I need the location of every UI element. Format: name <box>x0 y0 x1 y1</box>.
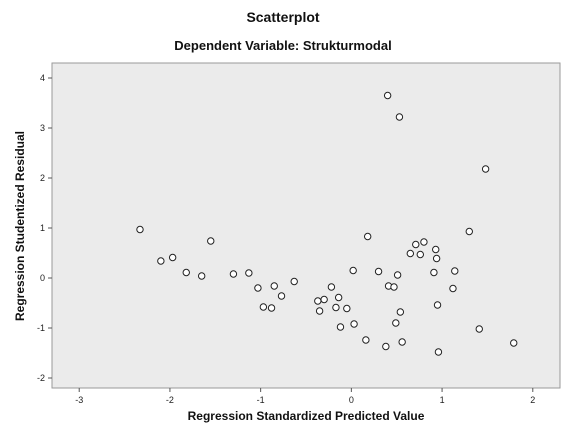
x-tick-label: 1 <box>440 395 445 405</box>
x-tick-label: 2 <box>530 395 535 405</box>
scatter-point <box>434 348 443 356</box>
scatter-point <box>396 308 405 316</box>
x-axis-label: Regression Standardized Predicted Value <box>188 409 425 423</box>
x-tick-label: -2 <box>166 395 174 405</box>
scatter-point <box>334 293 343 302</box>
scatter-point <box>432 245 440 254</box>
scatter-point <box>416 250 424 259</box>
scatter-point <box>390 283 398 291</box>
scatter-point <box>229 270 238 278</box>
scatter-point <box>290 277 298 286</box>
scatter-point <box>382 342 390 351</box>
scatter-point <box>383 91 392 100</box>
scatter-point <box>267 304 276 312</box>
scatter-point <box>197 272 206 280</box>
scatter-point <box>481 165 490 173</box>
x-tick-label: -3 <box>75 395 83 405</box>
scatter-point <box>363 232 372 241</box>
scatter-point <box>420 238 428 246</box>
x-tick-label: 0 <box>349 395 354 405</box>
y-axis: -2 -1 0 1 2 3 4 <box>37 73 52 383</box>
scatter-point <box>398 338 406 346</box>
scatter-point <box>259 303 268 311</box>
scatter-point <box>350 320 358 328</box>
x-tick-label: -1 <box>257 395 265 405</box>
scatter-point <box>510 339 518 347</box>
scatter-point <box>207 237 215 245</box>
scatter-point <box>430 268 438 277</box>
y-tick-label: 2 <box>40 173 45 183</box>
scatter-point <box>136 225 144 234</box>
scatter-point <box>412 240 420 249</box>
plot-area <box>51 62 561 389</box>
y-tick-label: 0 <box>40 273 45 283</box>
scatter-point <box>157 257 165 265</box>
data-points <box>136 91 518 356</box>
y-tick-label: 3 <box>40 123 45 133</box>
scatter-point <box>349 266 357 275</box>
scatter-point <box>475 325 483 333</box>
scatter-point <box>392 319 400 327</box>
scatter-point <box>314 297 322 305</box>
scatter-point <box>168 253 177 262</box>
scatter-point <box>336 323 345 331</box>
scatter-point <box>315 307 324 315</box>
x-axis: -3 -2 -1 0 1 2 <box>75 388 535 405</box>
y-tick-label: -1 <box>37 323 45 333</box>
scatter-point <box>406 249 415 258</box>
scatter-point <box>432 254 441 263</box>
scatter-point <box>374 267 383 276</box>
scatter-point <box>245 269 253 277</box>
chart-subtitle: Dependent Variable: Strukturmodal <box>174 38 391 53</box>
scatter-point <box>343 304 351 313</box>
scatter-point <box>270 282 278 290</box>
scatter-point <box>254 284 262 292</box>
scatter-point <box>320 295 328 304</box>
scatter-point <box>451 267 459 275</box>
scatter-point <box>395 113 404 121</box>
scatter-point <box>433 301 442 309</box>
y-tick-label: -2 <box>37 373 45 383</box>
scatter-point <box>327 283 336 291</box>
chart-title: Scatterplot <box>246 9 319 25</box>
scatter-point <box>182 268 190 277</box>
y-tick-label: 4 <box>40 73 45 83</box>
scatter-point <box>332 303 340 312</box>
scatter-point <box>277 292 286 300</box>
scatter-point <box>449 284 457 293</box>
scatter-point <box>362 336 370 344</box>
y-axis-label: Regression Studentized Residual <box>13 131 27 321</box>
y-tick-label: 1 <box>40 223 45 233</box>
scatter-point <box>465 227 473 236</box>
scatter-point <box>393 271 402 279</box>
